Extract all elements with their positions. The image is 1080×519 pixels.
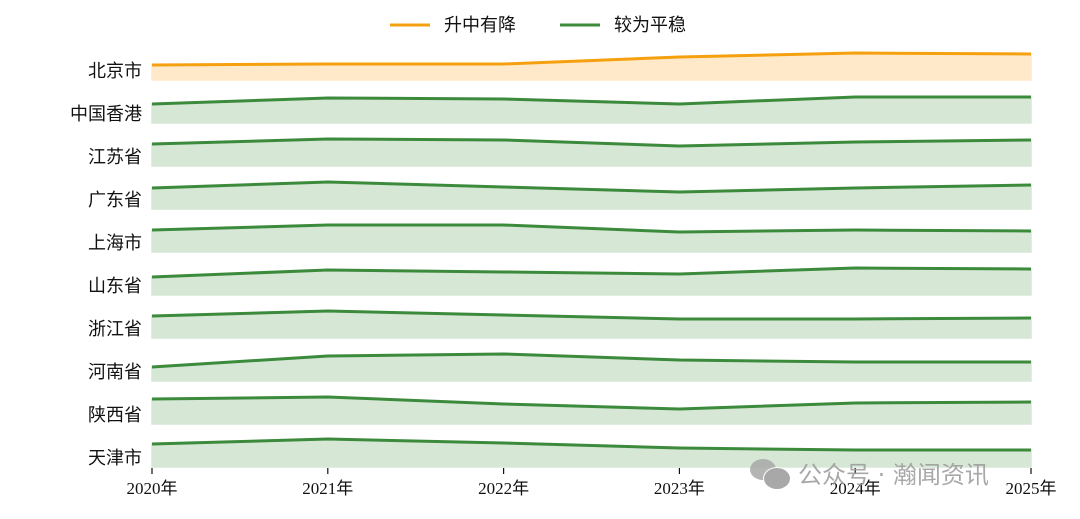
row-label: 浙江省 [88, 319, 142, 340]
row-label: 江苏省 [88, 147, 142, 168]
x-tick-label: 2021年 [302, 479, 353, 498]
row-label: 天津市 [88, 448, 142, 469]
x-tick-label: 2020年 [127, 479, 178, 498]
band-row: 上海市 [88, 223, 1032, 254]
band-row: 山东省 [88, 266, 1032, 297]
row-label: 中国香港 [70, 104, 142, 125]
band-line[interactable] [151, 223, 1032, 234]
band-line[interactable] [151, 51, 1032, 67]
x-tick-label: 2024年 [830, 479, 881, 498]
watermark: 公众号 · 瀚闻资讯 [750, 455, 989, 490]
band-row: 天津市 [88, 437, 1032, 469]
band-line[interactable] [151, 352, 1031, 369]
row-label: 河南省 [88, 362, 142, 383]
x-tick-label: 2023年 [654, 479, 705, 498]
band-row: 广东省 [88, 180, 1032, 211]
legend: 升中有降 较为平稳 [390, 15, 686, 36]
x-tick-label: 2022年 [478, 479, 529, 498]
legend-item-stable[interactable]: 较为平稳 [560, 15, 686, 36]
x-axis: 2020年 2021年 2022年 2023年 2024年 2025年 [127, 468, 1057, 498]
row-label: 广东省 [88, 190, 142, 211]
band-row: 北京市 [88, 51, 1032, 82]
band-row: 浙江省 [88, 309, 1032, 340]
legend-label: 较为平稳 [614, 15, 686, 36]
band-area [151, 310, 1032, 339]
legend-item-rising-falling[interactable]: 升中有降 [390, 15, 516, 36]
band-line[interactable] [151, 309, 1032, 321]
band-line[interactable] [151, 266, 1032, 279]
band-line[interactable] [151, 395, 1032, 411]
band-row: 中国香港 [70, 95, 1032, 125]
band-area [151, 52, 1032, 81]
band-row: 陕西省 [88, 395, 1032, 426]
row-label: 北京市 [88, 61, 142, 82]
row-label: 陕西省 [88, 405, 142, 426]
band-line[interactable] [151, 437, 1031, 452]
band-line[interactable] [151, 137, 1032, 148]
x-tick-label: 2025年 [1006, 479, 1057, 498]
row-label: 上海市 [88, 233, 142, 254]
band-line[interactable] [151, 180, 1032, 194]
band-area [151, 396, 1032, 425]
wechat-icon [750, 457, 791, 490]
band-row: 河南省 [88, 352, 1032, 383]
legend-label: 升中有降 [444, 15, 516, 36]
watermark-text: 公众号 · 瀚闻资讯 [798, 461, 989, 489]
band-line[interactable] [151, 95, 1031, 106]
band-row: 江苏省 [88, 137, 1032, 168]
row-label: 山东省 [88, 276, 142, 297]
